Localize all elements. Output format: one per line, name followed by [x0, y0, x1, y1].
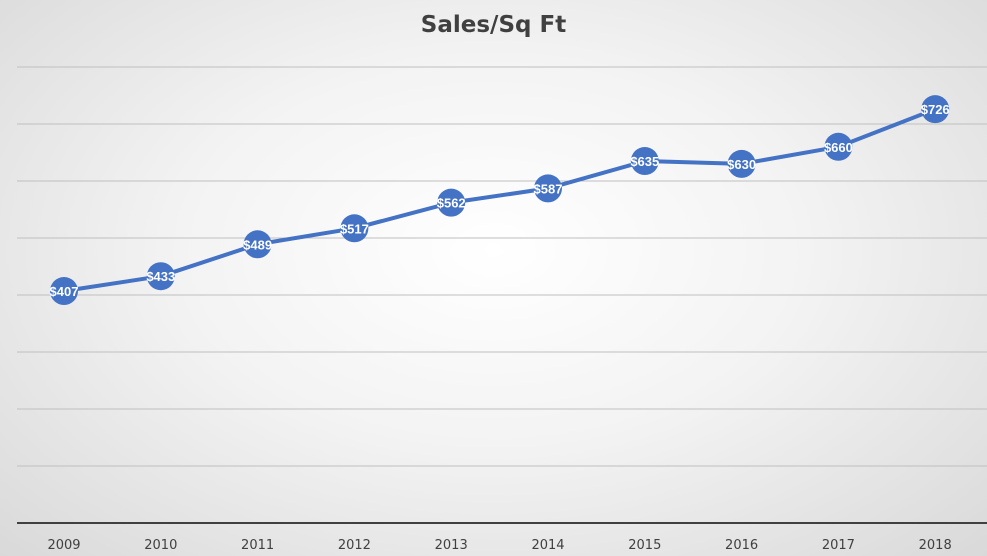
x-tick-label: 2016: [725, 538, 758, 553]
data-label: $562: [437, 196, 466, 211]
x-tick-label: 2010: [144, 538, 177, 553]
data-point: [921, 95, 950, 124]
data-label: $407: [50, 284, 79, 299]
data-point: [727, 149, 756, 178]
x-tick-label: 2011: [241, 538, 274, 553]
x-tick-label: 2013: [435, 538, 468, 553]
data-point: [534, 174, 562, 203]
data-point: [630, 147, 659, 176]
data-label: $726: [921, 102, 950, 117]
data-label: $489: [243, 237, 272, 252]
gridlines: [17, 66, 987, 467]
data-point: [340, 214, 369, 243]
data-label: $660: [824, 140, 853, 155]
x-tick-label: 2014: [531, 538, 564, 553]
data-point: [50, 277, 78, 306]
x-tick-label: 2012: [338, 538, 371, 553]
series-line-group: [62, 107, 938, 294]
data-label: $517: [340, 221, 369, 236]
data-label: $587: [534, 181, 563, 196]
data-point: [824, 132, 853, 161]
data-label: $433: [146, 269, 175, 284]
data-label: $630: [727, 157, 756, 172]
x-axis: 2009 2010 2011 2012 2013 2014 2015 2016 2017 2018: [17, 522, 987, 553]
series-line: [62, 107, 938, 294]
x-tick-label: 2018: [919, 538, 952, 553]
data-labels: $407 $433 $489 $517 $562 $587 $635 $630 $660 $726: [50, 102, 950, 299]
x-tick-label: 2017: [822, 538, 855, 553]
data-point: [437, 188, 466, 217]
data-point: [243, 230, 272, 259]
data-point: [146, 262, 175, 291]
x-tick-label: 2009: [47, 538, 80, 553]
chart-title: Sales/Sq Ft: [420, 12, 567, 38]
data-markers: [50, 95, 950, 306]
data-label: $635: [630, 154, 659, 169]
x-tick-label: 2015: [628, 538, 661, 553]
